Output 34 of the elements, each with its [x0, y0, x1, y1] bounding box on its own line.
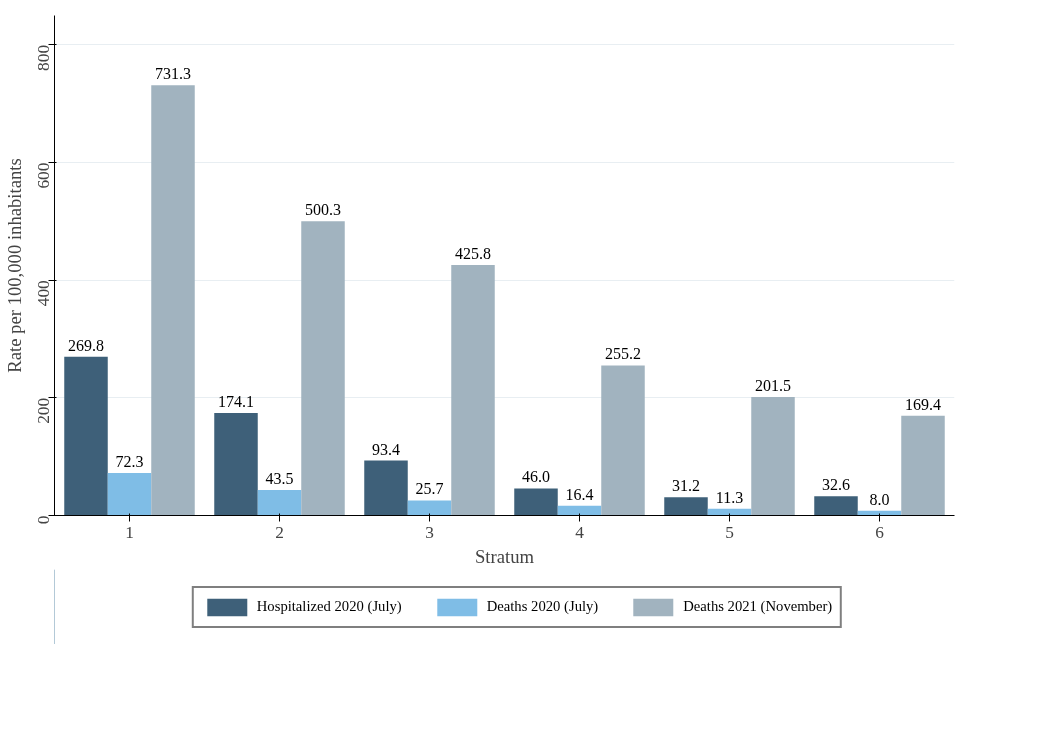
data-label: 731.3: [155, 65, 191, 83]
data-label: 500.3: [305, 201, 341, 219]
y-tick-label: 0: [34, 515, 53, 525]
data-label: 255.2: [605, 345, 641, 363]
x-tick-label: 1: [125, 522, 134, 542]
data-label: 425.8: [455, 245, 491, 263]
legend-label: Deaths 2021 (November): [683, 598, 833, 615]
data-label: 46.0: [522, 468, 550, 486]
y-axis-title: Rate per 100,000 inhabitants: [3, 158, 25, 373]
x-axis-title: Stratum: [474, 545, 535, 567]
legend-label: Hospitalized 2020 (July): [256, 598, 402, 615]
data-label: 201.5: [755, 376, 791, 394]
data-label: 8.0: [869, 490, 890, 508]
data-label: 25.7: [415, 480, 444, 498]
data-label: 32.6: [822, 476, 850, 494]
data-label: 31.2: [672, 477, 700, 495]
data-label: 269.8: [68, 336, 104, 354]
data-label: 43.5: [265, 469, 294, 487]
x-tick-label: 5: [725, 522, 734, 542]
data-label: 169.4: [905, 395, 941, 413]
y-tick-label: 800: [34, 44, 53, 71]
x-tick-label: 3: [425, 522, 434, 542]
x-tick-label: 6: [875, 522, 885, 542]
y-tick-label: 600: [34, 162, 53, 189]
data-label: 16.4: [565, 485, 594, 503]
data-label: 174.1: [218, 393, 254, 411]
x-tick-label: 2: [275, 522, 284, 542]
data-label: 93.4: [372, 440, 400, 458]
data-label: 11.3: [715, 488, 744, 506]
y-tick-label: 400: [34, 280, 53, 307]
x-tick-label: 4: [575, 522, 585, 542]
y-tick-label: 200: [34, 397, 53, 424]
legend-label: Deaths 2020 (July): [486, 598, 599, 615]
data-label: 72.3: [115, 452, 144, 470]
